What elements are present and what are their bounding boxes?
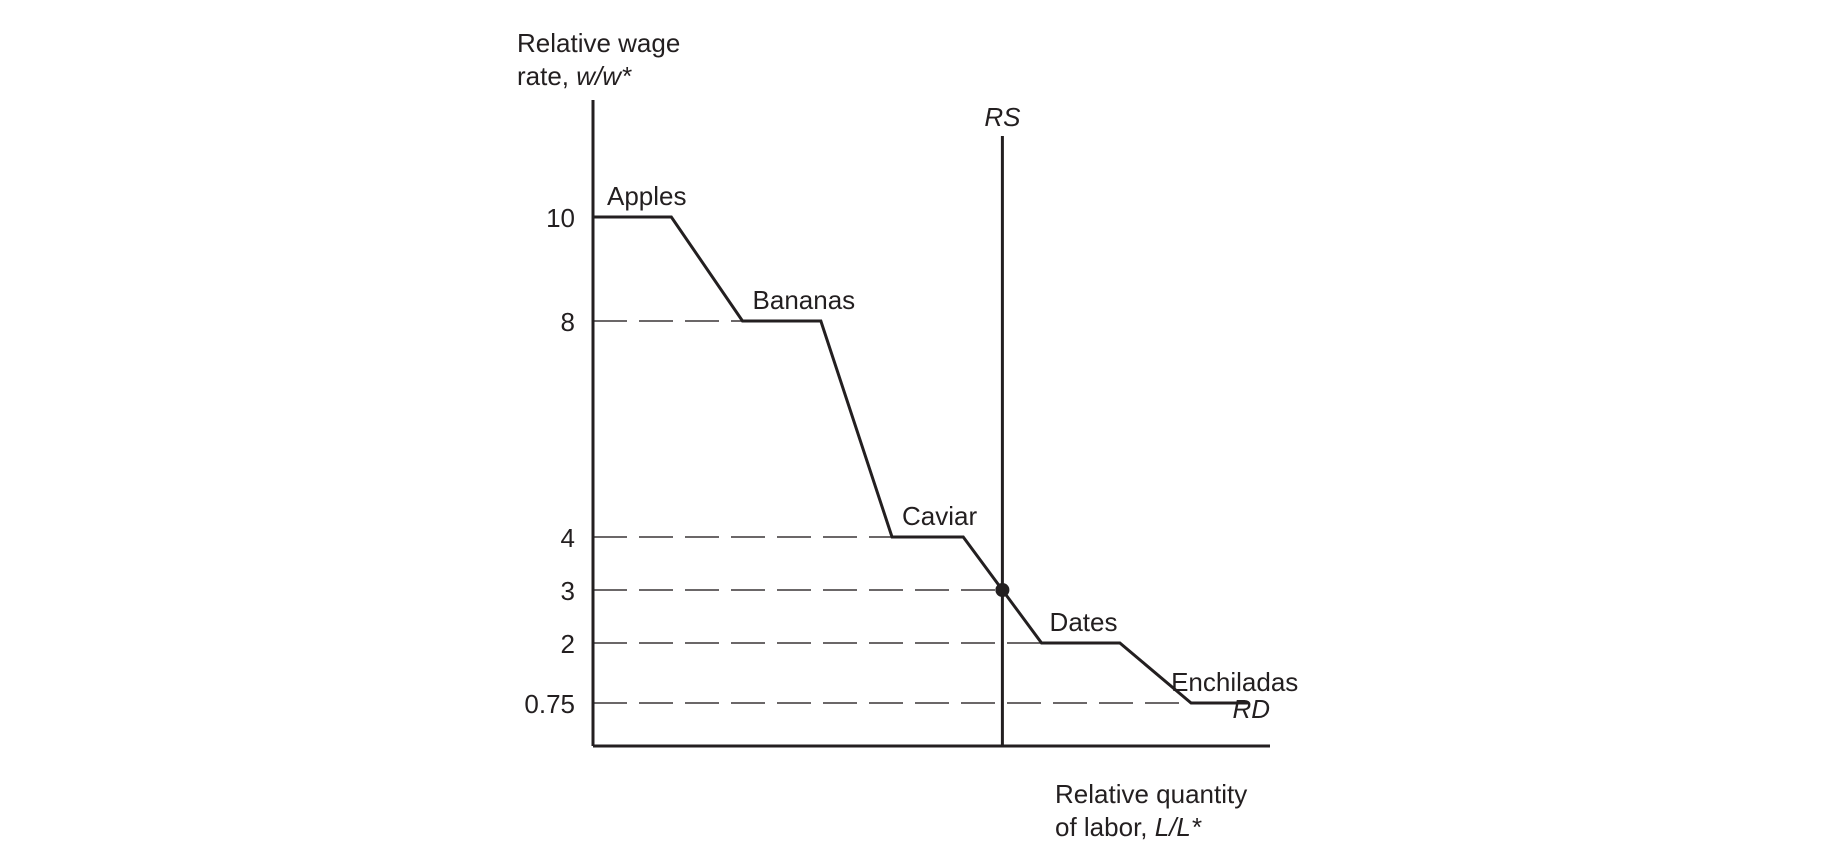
good-label-dates: Dates (1050, 607, 1118, 637)
rs-label: RS (984, 102, 1021, 132)
y-axis-title-line1: Relative wage (517, 28, 680, 58)
y-tick-label-8: 8 (561, 307, 575, 337)
y-tick-label-4: 4 (561, 523, 575, 553)
y-tick-label-2: 2 (561, 629, 575, 659)
rd-demand-curve (593, 215, 1249, 705)
good-label-caviar: Caviar (902, 501, 977, 531)
y-axis-variable: w/w* (576, 61, 632, 91)
good-label-enchiladas: Enchiladas (1171, 667, 1298, 697)
x-axis-title-line1: Relative quantity (1055, 779, 1247, 809)
label-layer: 10 8 4 3 2 0.75 Apples Bananas Caviar Dates Enchil… (517, 28, 1298, 842)
x-axis-title-line2: of labor, L/L* (1055, 812, 1202, 842)
good-label-bananas: Bananas (753, 285, 856, 315)
reference-dash-lines (593, 320, 1192, 704)
y-tick-label-0-75: 0.75 (524, 689, 575, 719)
y-tick-label-10: 10 (546, 203, 575, 233)
x-axis-variable: L/L* (1155, 812, 1202, 842)
y-tick-label-3: 3 (561, 576, 575, 606)
good-label-apples: Apples (607, 181, 687, 211)
y-axis-title-line2: rate, w/w* (517, 61, 632, 91)
equilibrium-point (995, 583, 1010, 597)
rd-label: RD (1232, 694, 1270, 724)
curve-layer (591, 100, 1270, 748)
